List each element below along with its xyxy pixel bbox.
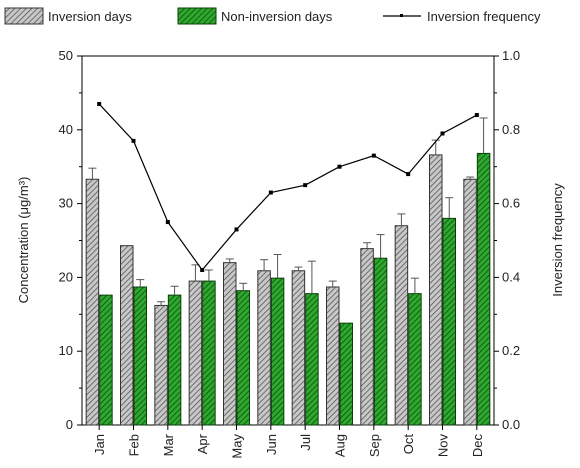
x-tick-label: Jun [264,434,279,455]
bar-non-inversion-days [270,277,285,426]
inversion-frequency-point [97,101,102,106]
bar-non-inversion-days [373,257,388,426]
y-tick-label-left: 0 [66,417,73,432]
bar-non-inversion-days [133,286,147,426]
y-tick-label-right: 0.8 [502,122,520,137]
y-tick-label-right: 0.2 [502,343,520,358]
x-axis: Jan Feb Mar Apr May Jun Jul Aug Sep Oct Nov Dec [92,425,485,459]
y-axis-left: 0 10 20 30 40 50 [59,48,82,432]
legend-label-non-inversion-days: Non-inversion days [221,9,333,24]
y-tick-label-left: 20 [59,269,73,284]
bar-inversion-days [154,304,168,426]
legend-item-non-inversion-days: Non-inversion days [177,7,333,25]
y-tick-label-left: 50 [59,48,73,63]
bar-inversion-days [257,270,271,426]
y-tick-label-left: 10 [59,343,73,358]
inversion-frequency-point [131,138,136,143]
y-axis-title-right: Inversion frequency [550,183,565,297]
x-tick-label: Mar [161,433,176,456]
bars [85,152,491,426]
inversion-frequency-point [303,183,308,188]
y-axis-right: 0.0 0.2 0.4 0.6 0.8 1.0 [494,48,520,432]
bar-non-inversion-days [442,217,456,426]
x-tick-label: Dec [470,434,485,458]
bar-inversion-days [360,248,374,426]
x-tick-label: Oct [401,434,416,455]
legend-item-inversion-frequency: Inversion frequency [383,9,541,24]
inversion-frequency-point [165,220,170,225]
x-tick-label: Apr [195,433,210,454]
bar-inversion-days [188,280,203,426]
inversion-frequency-point [234,227,239,232]
y-tick-label-right: 0.4 [502,269,520,284]
inversion-frequency-point [474,113,479,118]
bar-inversion-days [463,178,477,426]
x-tick-label: Jul [298,434,313,451]
bar-non-inversion-days [236,290,250,426]
y-tick-label-left: 30 [59,196,73,211]
y-tick-label-right: 0.6 [502,196,520,211]
bar-inversion-days [85,178,100,426]
inversion-frequency-point [337,164,342,169]
bar-inversion-days [120,245,134,426]
bar-non-inversion-days [167,294,182,426]
inversion-frequency-point [440,131,445,136]
inversion-frequency-point [371,153,376,158]
x-tick-label: Feb [127,434,142,456]
bar-non-inversion-days [339,322,353,426]
legend-item-inversion-days: Inversion days [4,7,132,25]
y-tick-label-left: 40 [59,122,73,137]
bar-inversion-days [223,262,237,426]
y-tick-label-right: 0.0 [502,417,520,432]
bar-non-inversion-days [99,294,113,426]
inversion-frequency-line [97,101,479,273]
legend-swatch-inversion-days [4,7,44,25]
inversion-frequency-point [268,190,273,195]
y-axis-title-left: Concentration (μg/m³) [16,177,31,304]
bar-non-inversion-days [408,293,422,426]
error-bars [88,117,488,306]
bar-inversion-days [429,154,443,426]
bar-non-inversion-days [305,293,319,426]
x-tick-label: May [230,434,245,459]
bar-inversion-days [326,286,340,426]
legend: Inversion days Non-inversion days Invers… [4,7,541,25]
x-tick-label: Aug [333,434,348,457]
x-tick-label: Jan [92,434,107,455]
bar-inversion-days [394,225,409,426]
inversion-frequency-point [200,268,205,273]
bar-non-inversion-days [202,280,216,426]
y-tick-label-right: 1.0 [502,48,520,63]
legend-label-inversion-frequency: Inversion frequency [427,9,541,24]
inversion-frequency-point [406,172,411,177]
bar-non-inversion-days [476,152,491,426]
legend-swatch-non-inversion-days [177,7,217,25]
legend-label-inversion-days: Inversion days [48,9,132,24]
x-tick-label: Nov [436,434,451,458]
legend-marker-inversion-frequency [400,14,403,17]
x-tick-label: Sep [367,434,382,457]
inversion-frequency-polyline [98,103,478,271]
bar-inversion-days [291,270,306,426]
